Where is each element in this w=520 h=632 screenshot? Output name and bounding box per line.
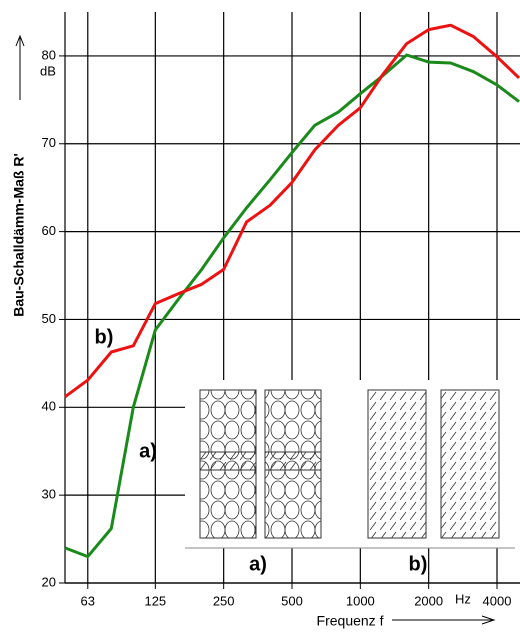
y-tick-label: 80 bbox=[42, 47, 56, 62]
x-unit: Hz bbox=[455, 591, 471, 606]
y-unit: dB bbox=[40, 63, 56, 78]
y-tick-label: 30 bbox=[42, 487, 56, 502]
x-tick-label: 4000 bbox=[483, 593, 512, 608]
inset-label: b) bbox=[409, 553, 428, 575]
x-tick-label: 125 bbox=[144, 593, 166, 608]
inset: a) b) bbox=[185, 380, 520, 575]
wall-b bbox=[367, 389, 500, 539]
y-tick-label: 70 bbox=[42, 135, 56, 150]
x-tick-label: 2000 bbox=[414, 593, 443, 608]
y-axis-label: Bau-Schalldämm-Maß R' bbox=[11, 153, 27, 317]
y-tick-label: 40 bbox=[42, 399, 56, 414]
x-tick-label: 1000 bbox=[346, 593, 375, 608]
line-series bbox=[64, 53, 520, 559]
wall-a bbox=[199, 389, 322, 539]
x-axis-label: Frequenz f bbox=[317, 613, 384, 629]
y-tick-label: 50 bbox=[42, 311, 56, 326]
inset-label: a) bbox=[249, 553, 267, 575]
y-tick-label: 20 bbox=[42, 574, 56, 589]
curve-label: a) bbox=[139, 440, 157, 462]
x-arrow-head bbox=[481, 615, 496, 625]
x-tick-label: 63 bbox=[81, 593, 95, 608]
x-tick-label: 500 bbox=[281, 593, 303, 608]
x-tick-label: 250 bbox=[213, 593, 235, 608]
y-tick-label: 60 bbox=[42, 223, 56, 238]
line-series bbox=[64, 23, 520, 399]
y-arrow-head bbox=[15, 34, 25, 47]
curve-label: b) bbox=[95, 326, 114, 348]
